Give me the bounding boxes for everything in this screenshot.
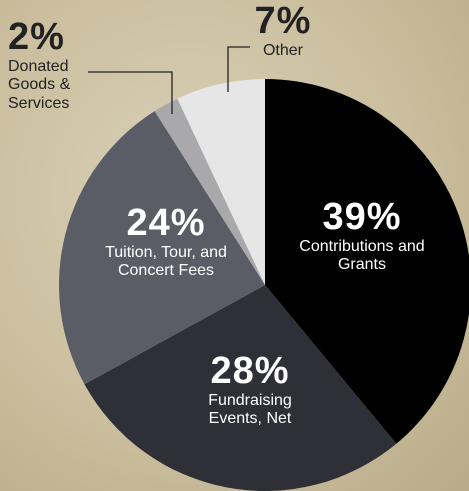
pie — [59, 79, 469, 491]
slice-label: 2%Donated Goods & Services — [8, 18, 92, 113]
slice-label: 28%Fundraising Events, Net — [180, 352, 320, 429]
page: 39%Contributions and Grants 28%Fundraisin… — [0, 0, 469, 491]
leader-line — [88, 72, 172, 114]
slice-label: 24%Tuition, Tour, and Concert Fees — [80, 204, 252, 281]
percent-label: 7% — [248, 2, 318, 42]
percent-label: 28% — [180, 352, 320, 392]
category-label: Donated Goods & Services — [8, 58, 92, 113]
category-label: Fundraising Events, Net — [180, 392, 320, 429]
percent-label: 39% — [297, 198, 427, 238]
percent-label: 2% — [8, 18, 92, 58]
slice-label: 7%Other — [248, 2, 318, 60]
percent-label: 24% — [80, 204, 252, 244]
slice-label: 39%Contributions and Grants — [297, 198, 427, 275]
category-label: Contributions and Grants — [297, 238, 427, 275]
category-label: Tuition, Tour, and Concert Fees — [80, 244, 252, 281]
category-label: Other — [248, 42, 318, 60]
